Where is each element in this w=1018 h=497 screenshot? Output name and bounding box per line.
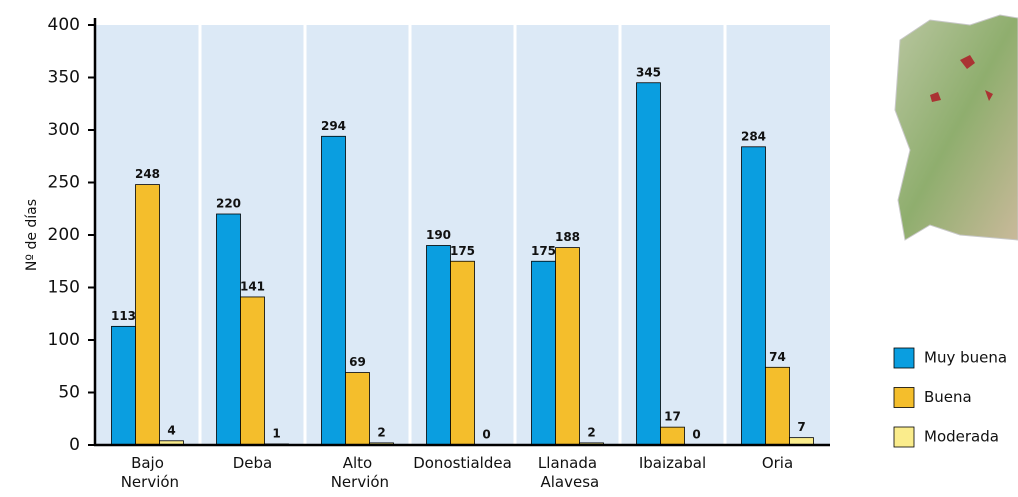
bar	[427, 246, 451, 446]
bar	[532, 261, 556, 445]
bar	[556, 248, 580, 445]
value-label: 7	[797, 420, 805, 434]
value-label: 175	[531, 244, 556, 258]
y-tick-label: 200	[48, 225, 80, 245]
legend-swatch	[894, 388, 914, 408]
value-label: 113	[111, 309, 136, 323]
value-label: 2	[377, 425, 385, 439]
value-label: 284	[741, 129, 766, 143]
x-tick-label: Alto Nervión	[326, 454, 389, 491]
map-image	[895, 15, 1018, 240]
y-tick-label: 350	[48, 68, 80, 88]
value-label: 175	[450, 244, 475, 258]
x-tick-label: Bajo Nervión	[116, 454, 179, 491]
x-tick-label: Oria	[762, 454, 793, 472]
y-tick-label: 250	[48, 173, 80, 193]
value-label: 190	[426, 228, 451, 242]
legend-swatch	[894, 427, 914, 447]
value-label: 4	[167, 423, 175, 437]
value-label: 1	[272, 426, 280, 440]
bar	[637, 83, 661, 445]
value-label: 69	[349, 355, 366, 369]
value-label: 294	[321, 119, 346, 133]
bar	[241, 297, 265, 445]
value-label: 220	[216, 197, 241, 211]
legend-label: Muy buena	[924, 349, 1007, 367]
legend-swatch	[894, 348, 914, 368]
chart: Nº de días 050100150200250300350400Bajo …	[0, 0, 1018, 493]
bar	[217, 214, 241, 445]
value-label: 188	[555, 230, 580, 244]
bar	[136, 185, 160, 445]
x-tick-label: Deba	[233, 454, 273, 472]
y-tick-label: 50	[58, 383, 80, 403]
value-label: 345	[636, 65, 661, 79]
bar	[766, 367, 790, 445]
bar	[742, 147, 766, 445]
y-tick-label: 100	[48, 330, 80, 350]
value-label: 0	[482, 428, 490, 442]
value-label: 248	[135, 167, 160, 181]
value-label: 17	[664, 410, 681, 424]
value-label: 74	[769, 350, 786, 364]
value-label: 2	[587, 425, 595, 439]
bar	[112, 326, 136, 445]
bar	[322, 136, 346, 445]
value-label: 0	[692, 428, 700, 442]
bar	[451, 261, 475, 445]
x-tick-label: Donostialdea	[413, 454, 512, 472]
legend-label: Buena	[924, 388, 972, 406]
y-axis-label: Nº de días	[24, 199, 40, 271]
x-tick-label: Ibaizabal	[639, 454, 706, 472]
y-tick-label: 400	[48, 15, 80, 35]
y-tick-label: 150	[48, 278, 80, 298]
legend-label: Moderada	[924, 428, 999, 446]
y-tick-label: 0	[69, 435, 80, 455]
y-tick-label: 300	[48, 120, 80, 140]
value-label: 141	[240, 279, 265, 293]
bar	[346, 373, 370, 445]
x-tick-label: Llanada Alavesa	[536, 454, 600, 491]
bar	[661, 427, 685, 445]
